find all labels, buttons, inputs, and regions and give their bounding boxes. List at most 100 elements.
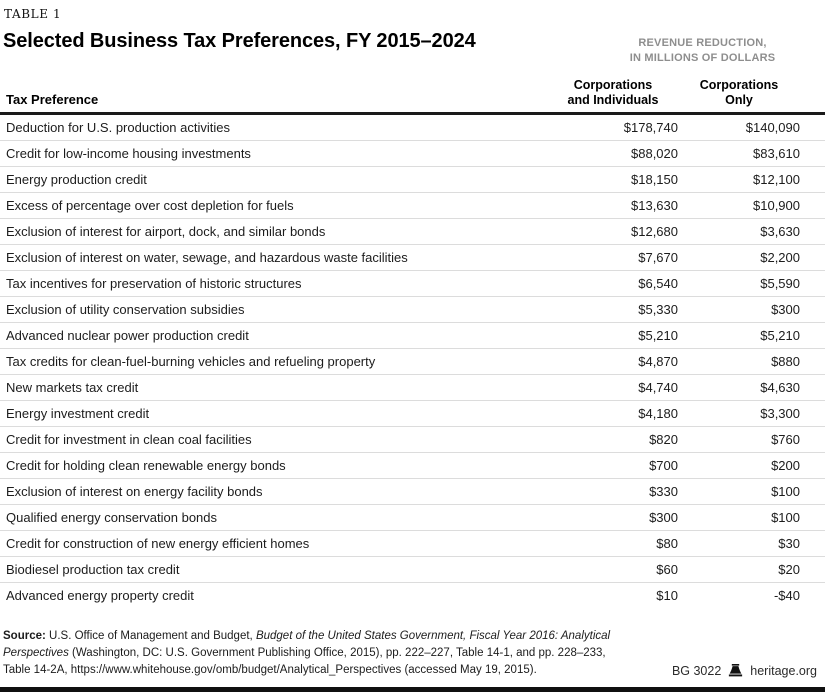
table-row: Exclusion of utility conservation subsid…: [0, 297, 825, 323]
table-row: Advanced nuclear power production credit…: [0, 323, 825, 349]
row-value-corporations-and-individuals: $60: [656, 561, 678, 577]
table-row: Excess of percentage over cost depletion…: [0, 193, 825, 219]
units-note: REVENUE REDUCTION, IN MILLIONS OF DOLLAR…: [600, 36, 805, 66]
table-row: Tax incentives for preservation of histo…: [0, 271, 825, 297]
source-title-italic: Budget of the United States Government, …: [3, 629, 611, 659]
source-text-2: (Washington, DC: U.S. Government Publish…: [3, 646, 606, 676]
row-value-corporations-and-individuals: $4,870: [638, 353, 678, 369]
publisher-site: heritage.org: [750, 663, 817, 678]
row-value-corporations-and-individuals: $7,670: [638, 249, 678, 265]
row-label: Credit for low-income housing investment…: [6, 145, 251, 161]
row-label: Advanced energy property credit: [6, 588, 194, 603]
row-value-corporations-only: $20: [778, 561, 800, 577]
page-title: Selected Business Tax Preferences, FY 20…: [3, 30, 476, 52]
row-value-corporations-only: $5,590: [760, 275, 800, 291]
table-row: Energy production credit $18,150 $12,100: [0, 167, 825, 193]
table-row: Credit for holding clean renewable energ…: [0, 453, 825, 479]
row-label: Exclusion of interest on water, sewage, …: [6, 249, 408, 265]
table-row: Exclusion of interest on energy facility…: [0, 479, 825, 505]
row-value-corporations-only: $10,900: [753, 197, 800, 213]
table-number-label: TABLE 1: [4, 7, 62, 21]
row-value-corporations-only: $300: [771, 301, 800, 317]
table-row: Credit for construction of new energy ef…: [0, 531, 825, 557]
column-header-corporations-and-individuals: Corporations and Individuals: [567, 78, 659, 107]
table-row: Deduction for U.S. production activities…: [0, 115, 825, 141]
row-label: New markets tax credit: [6, 379, 139, 395]
source-text-1: U.S. Office of Management and Budget,: [45, 629, 256, 642]
heritage-bell-icon: [728, 663, 743, 678]
row-value-corporations-and-individuals: $10: [656, 588, 678, 603]
table-row: Energy investment credit $4,180 $3,300: [0, 401, 825, 427]
row-label: Energy investment credit: [6, 405, 150, 421]
source-note: Source: U.S. Office of Management and Bu…: [3, 628, 633, 679]
row-value-corporations-only: $760: [771, 431, 800, 447]
column-header-tax-preference: Tax Preference: [6, 92, 99, 107]
row-value-corporations-and-individuals: $5,330: [638, 301, 678, 317]
row-label: Advanced nuclear power production credit: [6, 327, 249, 343]
row-value-corporations-only: $5,210: [760, 327, 800, 343]
row-value-corporations-only: -$40: [773, 588, 800, 603]
row-label: Exclusion of interest for airport, dock,…: [6, 223, 326, 239]
row-value-corporations-and-individuals: $5,210: [638, 327, 678, 343]
row-label: Qualified energy conservation bonds: [6, 509, 218, 525]
row-label: Excess of percentage over cost depletion…: [6, 197, 294, 213]
row-label: Energy production credit: [6, 171, 147, 187]
column-header-corporations-only: Corporations Only: [699, 78, 779, 107]
document-id: BG 3022: [671, 663, 722, 678]
row-value-corporations-only: $4,630: [760, 379, 800, 395]
row-label: Credit for construction of new energy ef…: [6, 535, 310, 551]
row-value-corporations-only: $3,630: [760, 223, 800, 239]
row-value-corporations-only: $100: [771, 483, 800, 499]
row-value-corporations-only: $12,100: [753, 171, 800, 187]
footer: Source: U.S. Office of Management and Bu…: [0, 628, 825, 679]
bottom-rule-bar: [0, 686, 825, 692]
row-value-corporations-and-individuals: $330: [649, 483, 678, 499]
source-label: Source:: [3, 629, 46, 642]
row-value-corporations-and-individuals: $6,540: [638, 275, 678, 291]
table-row: Exclusion of interest for airport, dock,…: [0, 219, 825, 245]
header-row: Selected Business Tax Preferences, FY 20…: [0, 30, 825, 66]
header-divider-rule: [0, 112, 825, 115]
units-note-line1: REVENUE REDUCTION,: [638, 37, 767, 49]
row-value-corporations-and-individuals: $80: [656, 535, 678, 551]
table-row: Advanced energy property credit $10 -$40: [0, 583, 825, 609]
row-value-corporations-and-individuals: $300: [649, 509, 678, 525]
row-value-corporations-and-individuals: $12,680: [631, 223, 678, 239]
row-value-corporations-and-individuals: $88,020: [631, 145, 678, 161]
row-value-corporations-and-individuals: $18,150: [631, 171, 678, 187]
row-value-corporations-only: $200: [771, 457, 800, 473]
row-value-corporations-only: $3,300: [760, 405, 800, 421]
row-value-corporations-only: $2,200: [760, 249, 800, 265]
row-label: Deduction for U.S. production activities: [6, 119, 230, 135]
publisher-brand: BG 3022 heritage.org: [671, 663, 817, 679]
table-row: New markets tax credit $4,740 $4,630: [0, 375, 825, 401]
row-value-corporations-only: $83,610: [753, 145, 800, 161]
row-value-corporations-and-individuals: $13,630: [631, 197, 678, 213]
row-value-corporations-and-individuals: $4,180: [638, 405, 678, 421]
table-body: Deduction for U.S. production activities…: [0, 115, 825, 609]
units-note-line2: IN MILLIONS OF DOLLARS: [629, 52, 776, 64]
row-label: Biodiesel production tax credit: [6, 561, 180, 577]
row-value-corporations-only: $880: [771, 353, 800, 369]
row-value-corporations-only: $100: [771, 509, 800, 525]
row-label: Credit for holding clean renewable energ…: [6, 457, 286, 473]
table-row: Biodiesel production tax credit $60 $20: [0, 557, 825, 583]
row-value-corporations-and-individuals: $820: [649, 431, 678, 447]
column-header-row: Tax Preference Corporations and Individu…: [0, 78, 825, 112]
row-label: Tax incentives for preservation of histo…: [6, 275, 302, 291]
row-label: Exclusion of utility conservation subsid…: [6, 301, 245, 317]
row-value-corporations-only: $30: [778, 535, 800, 551]
table-row: Tax credits for clean-fuel-burning vehic…: [0, 349, 825, 375]
row-value-corporations-and-individuals: $700: [649, 457, 678, 473]
table-row: Credit for investment in clean coal faci…: [0, 427, 825, 453]
table-row: Exclusion of interest on water, sewage, …: [0, 245, 825, 271]
table-row: Credit for low-income housing investment…: [0, 141, 825, 167]
row-label: Credit for investment in clean coal faci…: [6, 431, 252, 447]
row-value-corporations-and-individuals: $178,740: [623, 119, 678, 135]
row-value-corporations-and-individuals: $4,740: [638, 379, 678, 395]
row-label: Exclusion of interest on energy facility…: [6, 483, 263, 499]
table-row: Qualified energy conservation bonds $300…: [0, 505, 825, 531]
row-label: Tax credits for clean-fuel-burning vehic…: [6, 353, 376, 369]
row-value-corporations-only: $140,090: [745, 119, 800, 135]
